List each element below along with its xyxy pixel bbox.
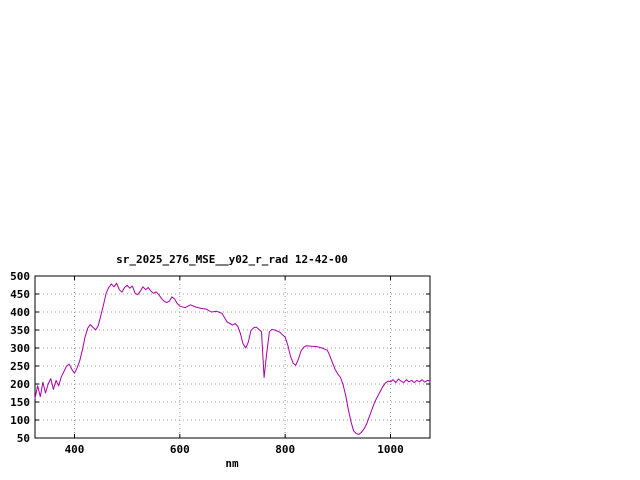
x-axis-label: nm bbox=[225, 457, 239, 470]
series-line bbox=[34, 282, 431, 435]
chart-title: sr_2025_276_MSE__y02_r_rad 12-42-00 bbox=[116, 253, 348, 266]
x-tick-label: 400 bbox=[65, 443, 85, 456]
x-tick-label: 1000 bbox=[377, 443, 404, 456]
x-tick-label: 600 bbox=[170, 443, 190, 456]
y-tick-label: 400 bbox=[10, 306, 30, 319]
y-tick-label: 150 bbox=[10, 396, 30, 409]
plot-border bbox=[34, 275, 431, 439]
y-tick-label: 300 bbox=[10, 342, 30, 355]
y-tick-label: 450 bbox=[10, 288, 30, 301]
y-tick-label: 100 bbox=[10, 414, 30, 427]
x-tick-label: 800 bbox=[275, 443, 295, 456]
y-tick-label: 350 bbox=[10, 324, 30, 337]
y-tick-label: 50 bbox=[17, 432, 30, 445]
y-tick-label: 250 bbox=[10, 360, 30, 373]
y-tick-label: 200 bbox=[10, 378, 30, 391]
y-tick-label: 500 bbox=[10, 270, 30, 283]
